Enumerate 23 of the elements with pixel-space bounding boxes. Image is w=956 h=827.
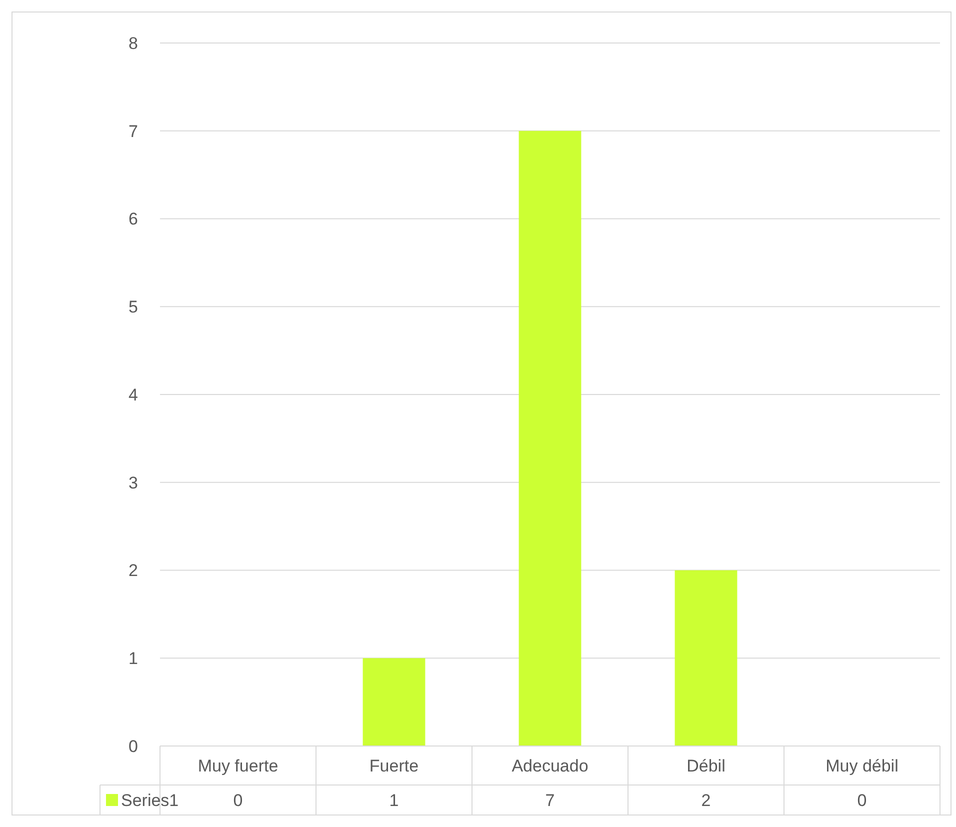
y-tick-label: 7	[128, 122, 138, 141]
y-tick-label: 2	[128, 561, 138, 580]
x-tick-label: Muy débil	[826, 756, 898, 776]
x-tick-label: Muy fuerte	[198, 756, 278, 776]
bar	[362, 658, 426, 746]
y-tick-label: 5	[128, 298, 138, 317]
bar	[518, 130, 582, 746]
data-label: 0	[233, 790, 243, 810]
y-tick-label: 6	[128, 210, 138, 229]
y-tick-label: 1	[128, 649, 138, 668]
data-label: 0	[857, 790, 867, 810]
legend-label: Series1	[121, 790, 179, 810]
y-tick-label: 3	[128, 473, 138, 492]
data-label: 7	[545, 790, 555, 810]
y-tick-label: 4	[128, 385, 138, 404]
x-tick-label: Adecuado	[512, 756, 588, 776]
bar	[674, 570, 738, 746]
y-tick-label: 0	[128, 736, 138, 756]
data-label: 1	[389, 790, 399, 810]
x-tick-label: Débil	[686, 756, 726, 776]
y-tick-label: 8	[128, 34, 138, 53]
x-tick-label: Fuerte	[369, 756, 419, 776]
data-label: 2	[701, 790, 711, 810]
